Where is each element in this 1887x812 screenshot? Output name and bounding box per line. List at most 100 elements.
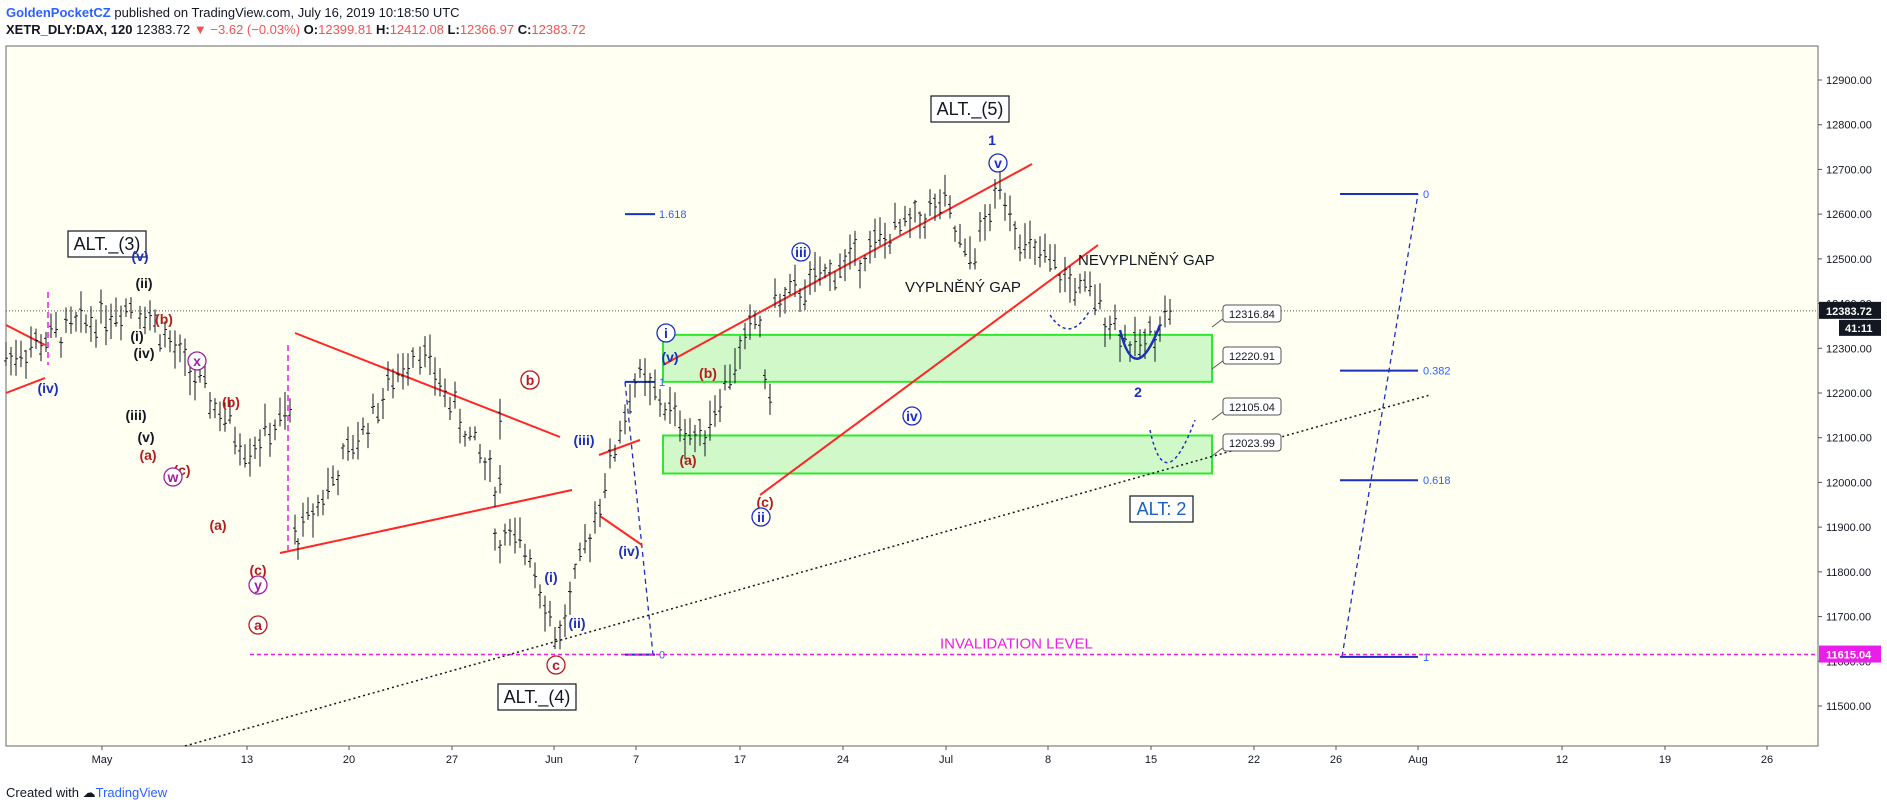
ohlc-bar <box>366 422 370 449</box>
x-tick-label: Jun <box>545 754 563 766</box>
ohlc-bar <box>213 398 217 419</box>
trend-line <box>5 324 46 346</box>
ohlc-bar <box>783 286 787 314</box>
wave-label-text: (b) <box>222 394 240 410</box>
ohlc-bar <box>493 486 497 508</box>
y-tick-label: 12200.00 <box>1826 388 1872 400</box>
ohlc-bar <box>748 304 752 340</box>
ohlc-bar <box>428 334 432 375</box>
ohlc-bar <box>158 334 162 352</box>
ohlc-bar <box>283 391 287 430</box>
ohlc-bar <box>873 218 877 258</box>
publisher-line: GoldenPocketCZ published on TradingView.… <box>6 4 586 21</box>
x-tick-label: 7 <box>633 754 639 766</box>
x-tick-label: 26 <box>1330 754 1342 766</box>
open-value: 12399.81 <box>318 22 373 37</box>
x-tick-label: 8 <box>1045 754 1051 766</box>
ohlc-bar <box>733 348 737 384</box>
ohlc-bar <box>1013 221 1017 250</box>
ohlc-bar <box>418 346 422 375</box>
wave-box-text: ALT: 2 <box>1137 499 1187 519</box>
wave-box-text: ALT._(3) <box>74 234 141 255</box>
ohlc-bar <box>563 604 567 638</box>
ohlc-bar <box>401 353 405 390</box>
x-tick-label: 17 <box>734 754 746 766</box>
ohlc-bar <box>69 306 73 334</box>
ohlc-bar <box>723 364 727 391</box>
wave-box-text: ALT._(5) <box>937 99 1004 120</box>
ohlc-bar <box>1103 317 1107 347</box>
symbol-label: XETR_DLY:DAX, 120 <box>6 22 133 37</box>
ohlc-bar <box>988 203 992 232</box>
ohlc-bar <box>998 170 1002 200</box>
x-tick-label: 20 <box>343 754 355 766</box>
ohlc-bar <box>153 309 157 333</box>
wave-label: (iii) <box>574 432 595 448</box>
ohlc-bar <box>903 205 907 227</box>
ohlc-bar <box>391 368 395 399</box>
ohlc-bar <box>34 328 38 350</box>
x-tick-label: 15 <box>1145 754 1157 766</box>
plot-area[interactable] <box>5 45 1819 747</box>
ohlc-bar <box>1038 236 1042 268</box>
ohlc-bar <box>1128 341 1132 363</box>
ohlc-bar <box>938 189 942 220</box>
price-callout-text: 12220.91 <box>1229 351 1275 363</box>
ohlc-bar <box>653 369 657 401</box>
close-label: C: <box>517 22 532 37</box>
ohlc-bar <box>553 626 557 649</box>
wave-label-text: w <box>167 469 179 485</box>
dotted-trend-line <box>184 394 1431 747</box>
ohlc-bar <box>743 322 747 350</box>
ohlc-bar <box>1098 283 1102 310</box>
wave-label: (b) <box>699 365 717 381</box>
ohlc-bar <box>376 403 380 424</box>
ohlc-bar <box>823 263 827 279</box>
ohlc-bar <box>963 238 967 257</box>
wave-box: ALT._(4) <box>497 683 577 711</box>
ohlc-bar <box>863 254 867 272</box>
price-callout: 12220.91 <box>1211 346 1282 370</box>
author-link[interactable]: GoldenPocketCZ <box>6 5 111 20</box>
wave-label-circle <box>520 370 540 390</box>
ohlc-bar <box>1018 234 1022 262</box>
ohlc-bar <box>1118 333 1122 363</box>
wave-label-text: (iv) <box>134 345 155 361</box>
ohlc-bar <box>293 514 297 545</box>
wave-label-text: a <box>254 617 262 633</box>
wave-box-frame <box>67 230 147 258</box>
price-callout-text: 12023.99 <box>1229 438 1275 450</box>
ohlc-bar <box>503 523 507 546</box>
tradingview-link[interactable]: TradingView <box>95 785 168 800</box>
wave-box: ALT._(3) <box>67 230 147 258</box>
ohlc-bar <box>1163 295 1167 328</box>
ohlc-bar <box>893 202 897 230</box>
ohlc-bar <box>24 349 28 379</box>
footer: Created with ☁TradingView <box>6 785 167 801</box>
fib-connector <box>624 381 654 655</box>
wave-label-text: (b) <box>699 365 717 381</box>
trend-line <box>5 377 46 394</box>
wave-label-text: (v) <box>661 349 678 365</box>
wave-label-text: (v) <box>137 429 154 445</box>
open-label: O: <box>303 22 319 37</box>
wave-label: (iii) <box>126 407 147 423</box>
ohlc-bar <box>84 314 88 334</box>
ohlc-bar <box>713 395 717 427</box>
ohlc-bar <box>296 538 300 560</box>
x-tick-label: Aug <box>1408 754 1428 766</box>
x-tick-label: 26 <box>1761 754 1773 766</box>
wave-label: (a) <box>209 517 226 533</box>
ohlc-bar <box>406 353 410 386</box>
y-tick-label: 12700.00 <box>1826 164 1872 176</box>
ohlc-bar <box>19 340 23 368</box>
gap-note: VYPLNĚNÝ GAP <box>905 279 1021 296</box>
ohlc-bar <box>473 426 477 441</box>
ohlc-bar <box>1058 273 1062 293</box>
ohlc-bar <box>918 211 922 239</box>
ohlc-bar <box>1108 315 1112 340</box>
close-value: 12383.72 <box>531 22 586 37</box>
wave-label: (b) <box>222 394 240 410</box>
ohlc-bar <box>978 211 982 242</box>
